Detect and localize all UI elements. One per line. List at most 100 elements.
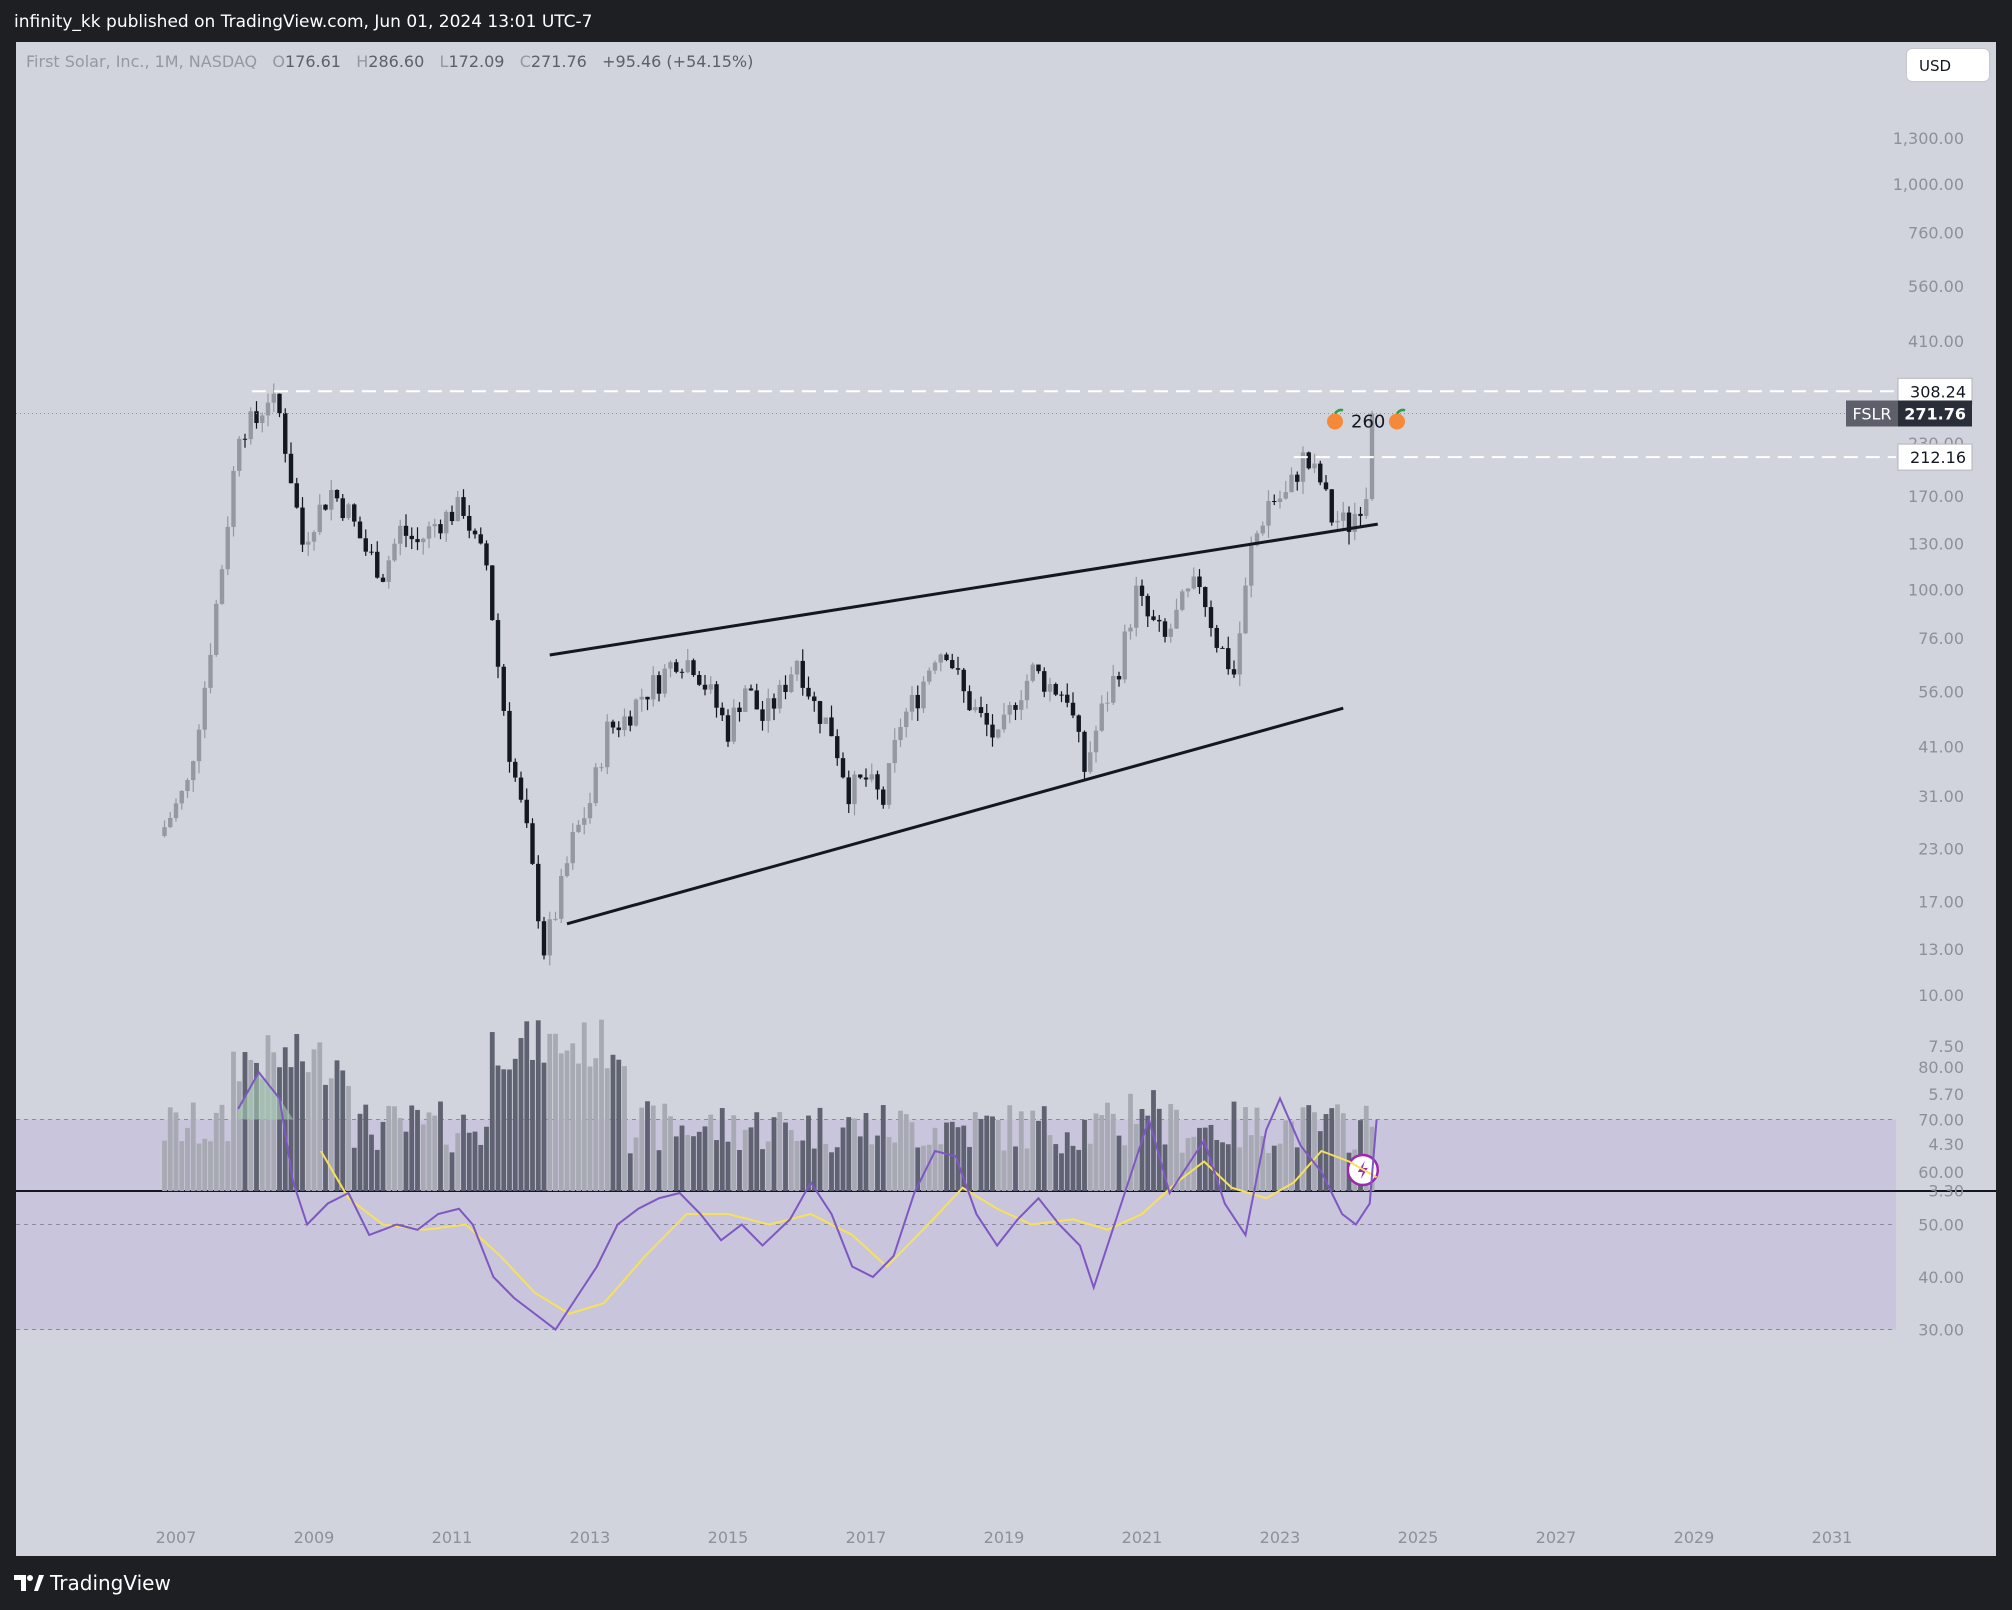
candles (162, 383, 1375, 966)
volume-bar (277, 1067, 282, 1191)
volume-bar (426, 1112, 432, 1191)
candle-body (1128, 627, 1133, 632)
volume-bar (420, 1124, 426, 1191)
candle-body (645, 696, 650, 700)
candle-body (478, 534, 483, 544)
volume-bar (409, 1105, 415, 1191)
volume-bar (334, 1060, 340, 1191)
candle-body (352, 504, 357, 522)
volume-bar (1254, 1107, 1260, 1191)
candle-body (691, 660, 696, 675)
candle-body (1134, 585, 1139, 628)
candle-body (1203, 587, 1208, 608)
candle-body (967, 691, 972, 711)
candle-body (1162, 621, 1168, 637)
currency-button[interactable]: USD (1906, 48, 1990, 82)
volume-bar (990, 1116, 995, 1191)
time-tick-label: 2017 (846, 1528, 887, 1547)
volume-bar (593, 1058, 599, 1191)
candle-body (766, 698, 771, 721)
candle-body (869, 774, 874, 780)
volume-bar (225, 1141, 231, 1191)
candle-body (1168, 628, 1173, 637)
volume-bar (995, 1120, 1001, 1191)
volume-bar (1024, 1148, 1030, 1191)
candle-body (317, 504, 322, 533)
volume-bar (811, 1148, 817, 1191)
tradingview-logo[interactable]: TradingView (14, 1556, 171, 1610)
volume-bar (863, 1113, 869, 1191)
candle-body (587, 803, 593, 819)
volume-bar (369, 1134, 374, 1191)
candle-body (495, 620, 501, 667)
volume-bar (1030, 1110, 1036, 1191)
volume-bar (1018, 1111, 1024, 1191)
volume-bar (162, 1140, 167, 1191)
volume-bar (650, 1105, 656, 1191)
candle-body (564, 863, 570, 877)
candle-body (737, 707, 742, 713)
volume-bar (1312, 1112, 1317, 1191)
time-tick-label: 2021 (1122, 1528, 1163, 1547)
volume-bar (530, 1059, 535, 1191)
candle-body (1007, 705, 1012, 715)
volume-bar (300, 1061, 305, 1191)
candle-body (553, 918, 558, 920)
volume-bar (656, 1150, 662, 1191)
candle-body (685, 660, 690, 673)
candle-body (1076, 715, 1081, 732)
candle-body (1346, 512, 1352, 532)
candle-body (346, 504, 351, 519)
level-price-label: 308.24 (1910, 382, 1966, 401)
candle-body (288, 453, 294, 484)
candle-body (1341, 512, 1346, 521)
volume-bar (949, 1121, 955, 1191)
candle-body (1364, 499, 1369, 516)
candle-body (927, 670, 932, 682)
volume-bar (1059, 1153, 1064, 1191)
candle-body (219, 569, 225, 604)
candle-body (1122, 631, 1127, 680)
candle-body (1243, 585, 1248, 634)
candle-body (334, 489, 340, 499)
volume-bar (202, 1138, 208, 1191)
price-tick-label: 760.00 (1908, 223, 1964, 242)
peach-leaf (1396, 408, 1406, 415)
candle-body (248, 411, 253, 440)
candle-body (380, 577, 386, 582)
volume-bar (662, 1103, 668, 1191)
candle-body (1082, 731, 1087, 772)
volume-bar (788, 1130, 794, 1191)
volume-bar (305, 1072, 311, 1191)
candle-body (760, 709, 765, 721)
volume-bar (1277, 1143, 1283, 1191)
volume-bar (1306, 1105, 1312, 1191)
rsi-tick-label: 80.00 (1918, 1058, 1964, 1077)
volume-bar (742, 1129, 748, 1191)
candle-body (1231, 669, 1237, 675)
candle-body (777, 684, 782, 709)
volume-bar (323, 1084, 328, 1191)
volume-bar (363, 1104, 369, 1191)
candle-body (823, 717, 828, 724)
candle-body (438, 524, 443, 534)
candle-body (271, 393, 276, 403)
volume-bar (1082, 1119, 1087, 1191)
last-price-label: 271.76 (1904, 404, 1966, 423)
candle-body (743, 688, 748, 713)
trendline-lower (566, 706, 1344, 926)
peach-icon (1327, 413, 1343, 430)
volume-bar (760, 1149, 765, 1191)
volume-bar (857, 1136, 863, 1191)
candle-body (237, 438, 242, 471)
candle-body (748, 688, 754, 691)
volume-bar (645, 1101, 650, 1191)
open-label: O (272, 52, 285, 71)
candle-body (593, 767, 598, 804)
candle-body (472, 530, 478, 535)
candle-body (794, 660, 800, 675)
candle-body (731, 707, 736, 742)
candle-body (679, 671, 685, 673)
price-tick-label: 56.00 (1918, 683, 1964, 702)
